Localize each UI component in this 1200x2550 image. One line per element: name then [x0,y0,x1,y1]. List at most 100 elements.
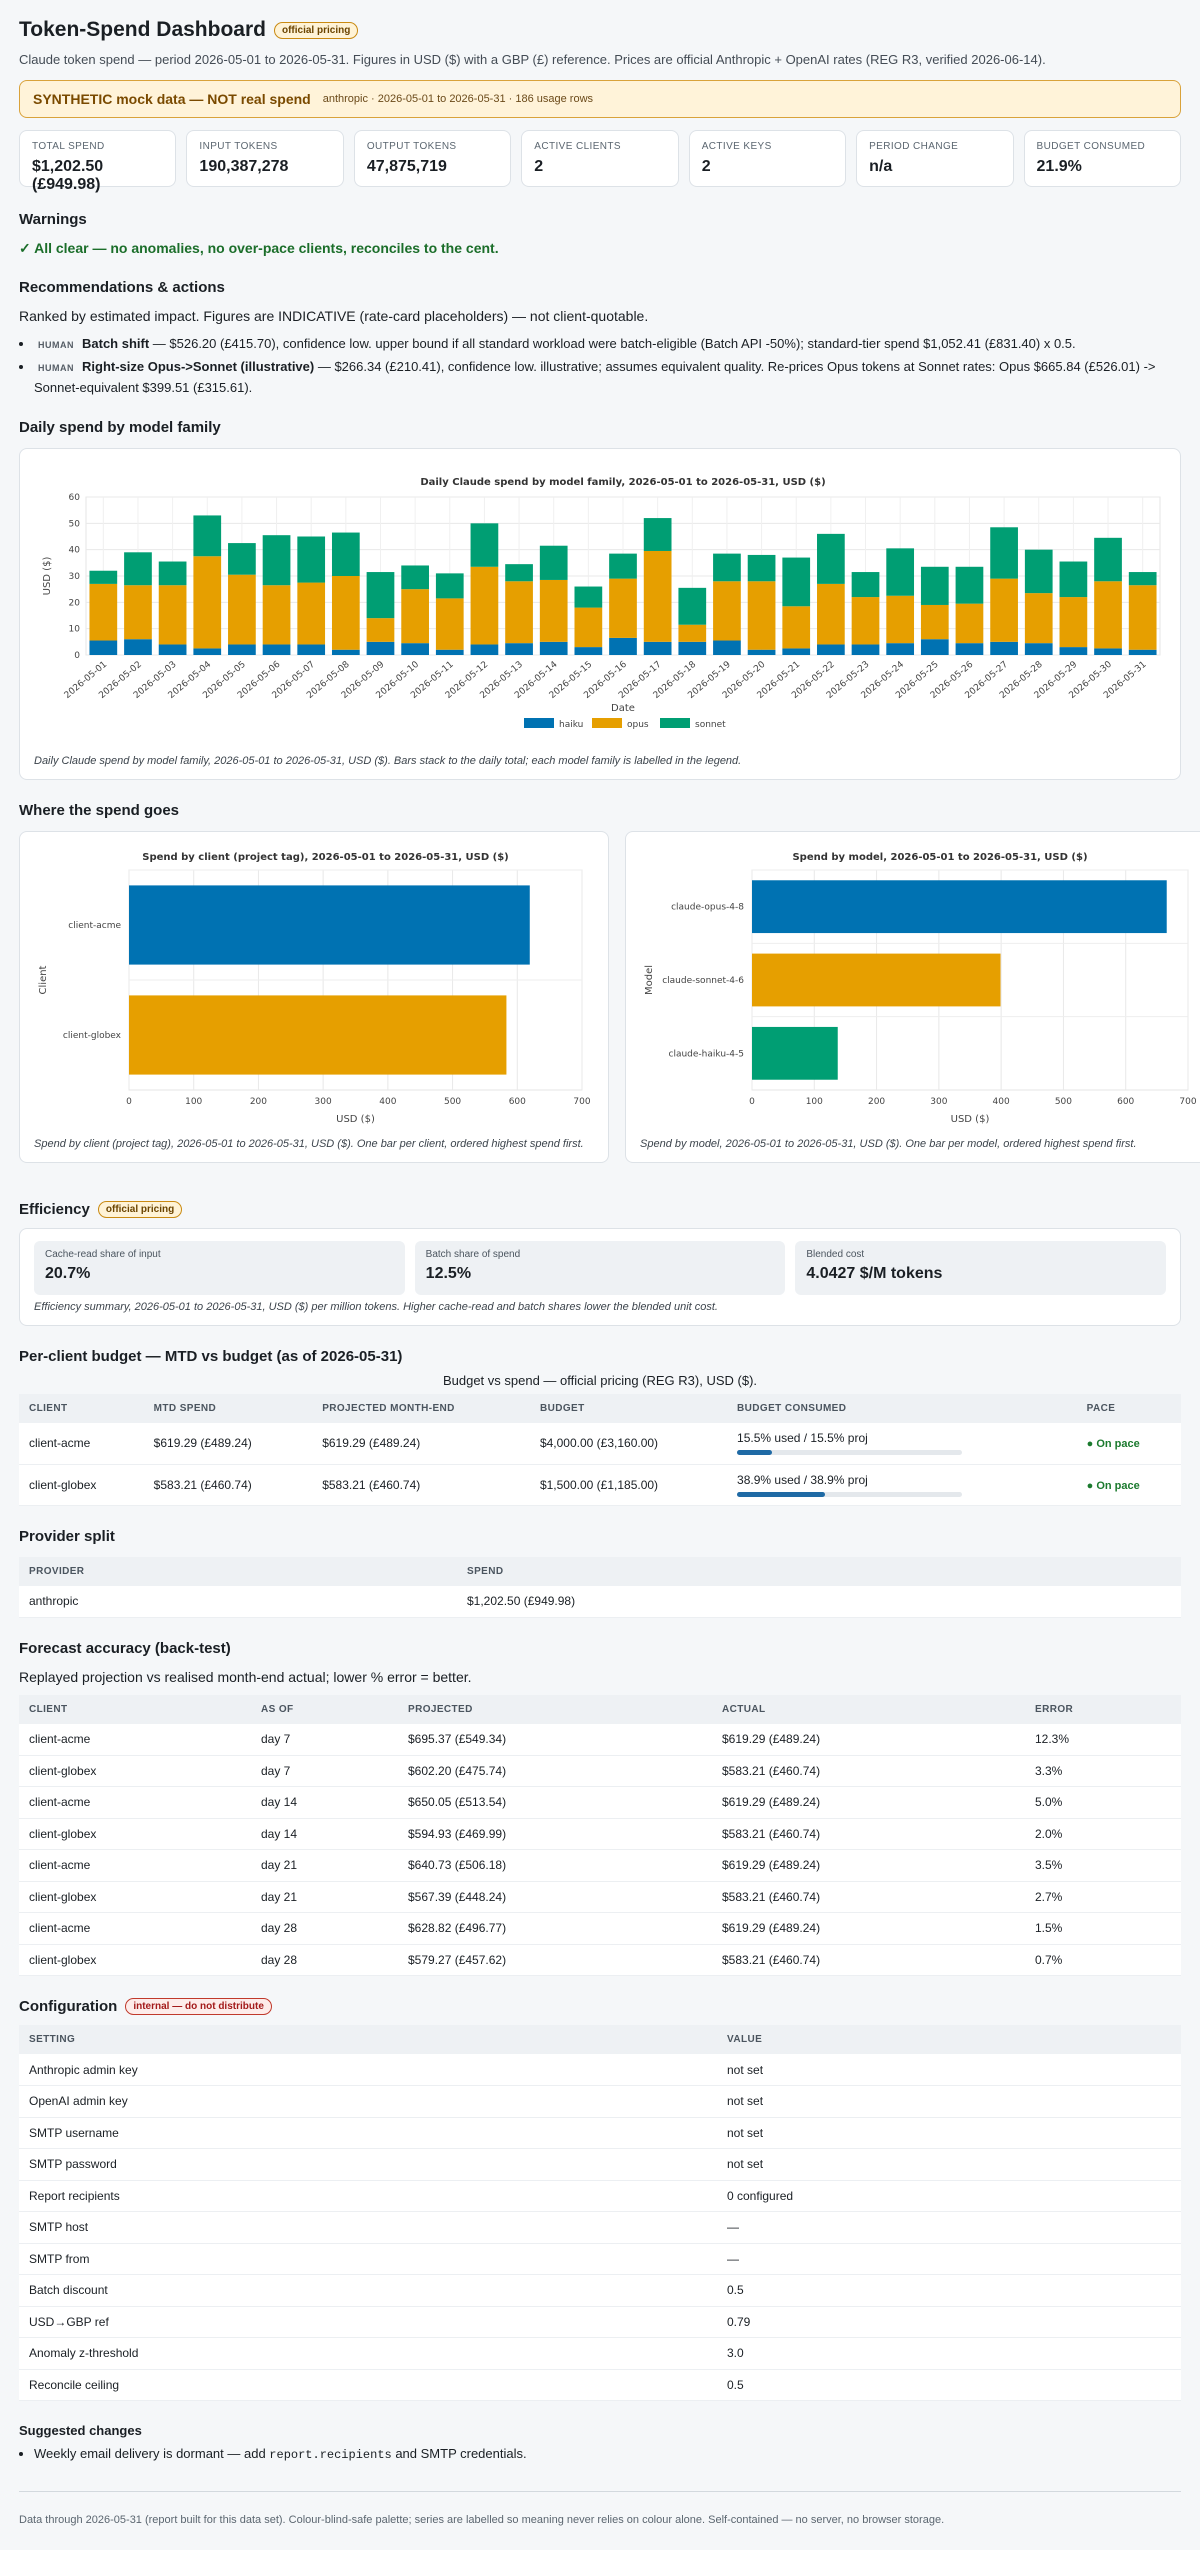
x-tick-label: 600 [1117,1097,1134,1107]
cell-budget: $4,000.00 (£3,160.00) [529,1423,728,1465]
bar-segment-opus [124,585,152,640]
bar-segment-opus [817,583,845,645]
chart-title: Spend by client (project tag), 2026-05-0… [142,852,509,863]
bar-segment-haiku [609,637,637,655]
table-row: client-globex $583.21 (£460.74) $583.21 … [19,1464,1181,1506]
kpi-value: 2 [701,158,711,175]
cell-value: 0 configured [717,2180,1181,2212]
model-spend-caption: Spend by model, 2026-05-01 to 2026-05-31… [640,1138,1137,1150]
provider-heading: Provider split [19,1527,115,1545]
efficiency-tile-cache: Cache-read share of input 20.7% [34,1241,405,1295]
x-tick-label: 200 [250,1097,267,1107]
kpi-output-tokens: Output tokens 47,875,719 [353,130,512,187]
cell-error: 5.0% [1025,1786,1181,1819]
consumed-text: 15.5% used / 15.5% proj [737,1431,868,1446]
bar-segment-sonnet [920,566,949,605]
x-tick-label: 300 [315,1097,332,1107]
bar-segment-opus [470,566,499,645]
bar-segment-sonnet [713,553,741,582]
chart-title: Daily Claude spend by model family, 2026… [420,477,825,488]
bar-segment-sonnet [955,566,984,604]
bar-segment-haiku [955,643,984,655]
bar-segment-sonnet [539,545,568,580]
x-tick-label: 0 [126,1097,132,1107]
legend-label-haiku: haiku [559,720,583,730]
recommendation-name: Batch shift [82,336,150,351]
cell-projected: $695.37 (£549.34) [398,1723,712,1756]
cell-setting: SMTP username [19,2117,717,2149]
forecast-table-body: client-acme day 7 $695.37 (£549.34) $619.29… [19,1723,1181,1976]
bar-segment-opus [1094,581,1122,649]
table-row: SMTP username not set [19,2117,1181,2149]
consumed-text: 38.9% used / 38.9% proj [737,1472,868,1487]
kpi-value: 47,875,719 [366,158,447,175]
cell-as-of: day 28 [251,1912,398,1945]
consumed-bar-fill [737,1491,825,1497]
cell-as-of: day 7 [251,1755,398,1787]
cell-projected: $594.93 (£469.99) [398,1818,712,1850]
bar-segment-opus [366,618,395,642]
y-tick-label: 60 [69,493,81,503]
bar-segment-sonnet [124,552,152,586]
page-subtitle: Claude token spend — period 2026-05-01 t… [19,52,1046,67]
kpi-label: Input tokens [199,141,278,152]
kpi-value: 21.9% [1036,158,1082,175]
mock-banner-title: SYNTHETIC mock data — NOT real spend [33,91,311,107]
efficiency-title-row: Efficiency official pricing [19,1201,1181,1218]
cell-projected: $579.27 (£457.62) [398,1944,712,1976]
suggested-text-after: and SMTP credentials. [391,2446,527,2461]
bar-segment-haiku [886,643,915,655]
suggested-list: Weekly email delivery is dormant — add r… [19,2444,1181,2465]
table-row: client-acme day 14 $650.05 (£513.54) $619.2… [19,1786,1181,1819]
kpi-budget-consumed: Budget consumed 21.9% [1023,130,1181,187]
bar-segment-sonnet [89,570,118,584]
efficiency-tile-batch: Batch share of spend 12.5% [414,1241,786,1295]
legend-swatch-opus [592,718,622,728]
cell-actual: $583.21 (£460.74) [712,1755,1025,1787]
cell-value: not set [717,2054,1181,2086]
efficiency-label: Batch share of spend [425,1249,521,1260]
bar-claude-haiku-4-5 [752,1026,838,1080]
cell-actual: $619.29 (£489.24) [712,1912,1025,1945]
human-tag: HUMAN [38,340,74,350]
x-tick-label: 100 [185,1097,202,1107]
bar-segment-haiku [470,644,499,655]
bar-segment-haiku [193,648,222,655]
model-spend-chart: Spend by model, 2026-05-01 to 2026-05-31… [644,852,1197,1125]
bar-segment-opus [1024,593,1053,644]
y-tick-label: claude-haiku-4-5 [669,1049,744,1059]
bar-segment-opus [609,578,637,638]
bar-client-globex [129,995,507,1075]
configuration-table: Setting Value Anthropic admin key not set… [19,2025,1181,2401]
column-header: As of [251,1694,398,1724]
bar-segment-opus [851,597,880,645]
bar-segment-haiku [678,641,707,655]
configuration-heading: Configuration [19,1998,118,2015]
legend-label-opus: opus [627,720,649,730]
cell-actual: $619.29 (£489.24) [712,1786,1025,1819]
column-header: Spend [457,1556,1181,1586]
cell-pace: ● On pace [1076,1464,1181,1506]
client-spend-caption: Spend by client (project tag), 2026-05-0… [34,1138,584,1150]
y-axis-label: Client [38,965,49,994]
cell-as-of: day 7 [251,1723,398,1756]
column-header: Client [19,1394,144,1423]
bar-segment-opus [920,604,949,640]
bar-segment-haiku [990,641,1018,655]
cell-actual: $619.29 (£489.24) [712,1723,1025,1756]
pace-badge: ● On pace [1086,1479,1140,1492]
bar-segment-sonnet [1128,572,1157,586]
bar-segment-haiku [713,640,741,655]
y-tick-label: 10 [69,625,81,635]
column-header: Value [717,2025,1181,2054]
cell-setting: OpenAI admin key [19,2085,717,2118]
warnings-heading: Warnings [19,211,87,228]
bar-segment-haiku [574,647,603,655]
kpi-active-keys: Active keys 2 [688,130,847,187]
bar-segment-sonnet [1059,561,1088,598]
bar-segment-sonnet [1024,549,1053,594]
y-tick-label: client-globex [63,1031,122,1041]
x-tick-label: 400 [993,1097,1010,1107]
bar-segment-haiku [1024,643,1053,655]
bar-segment-haiku [89,640,118,655]
